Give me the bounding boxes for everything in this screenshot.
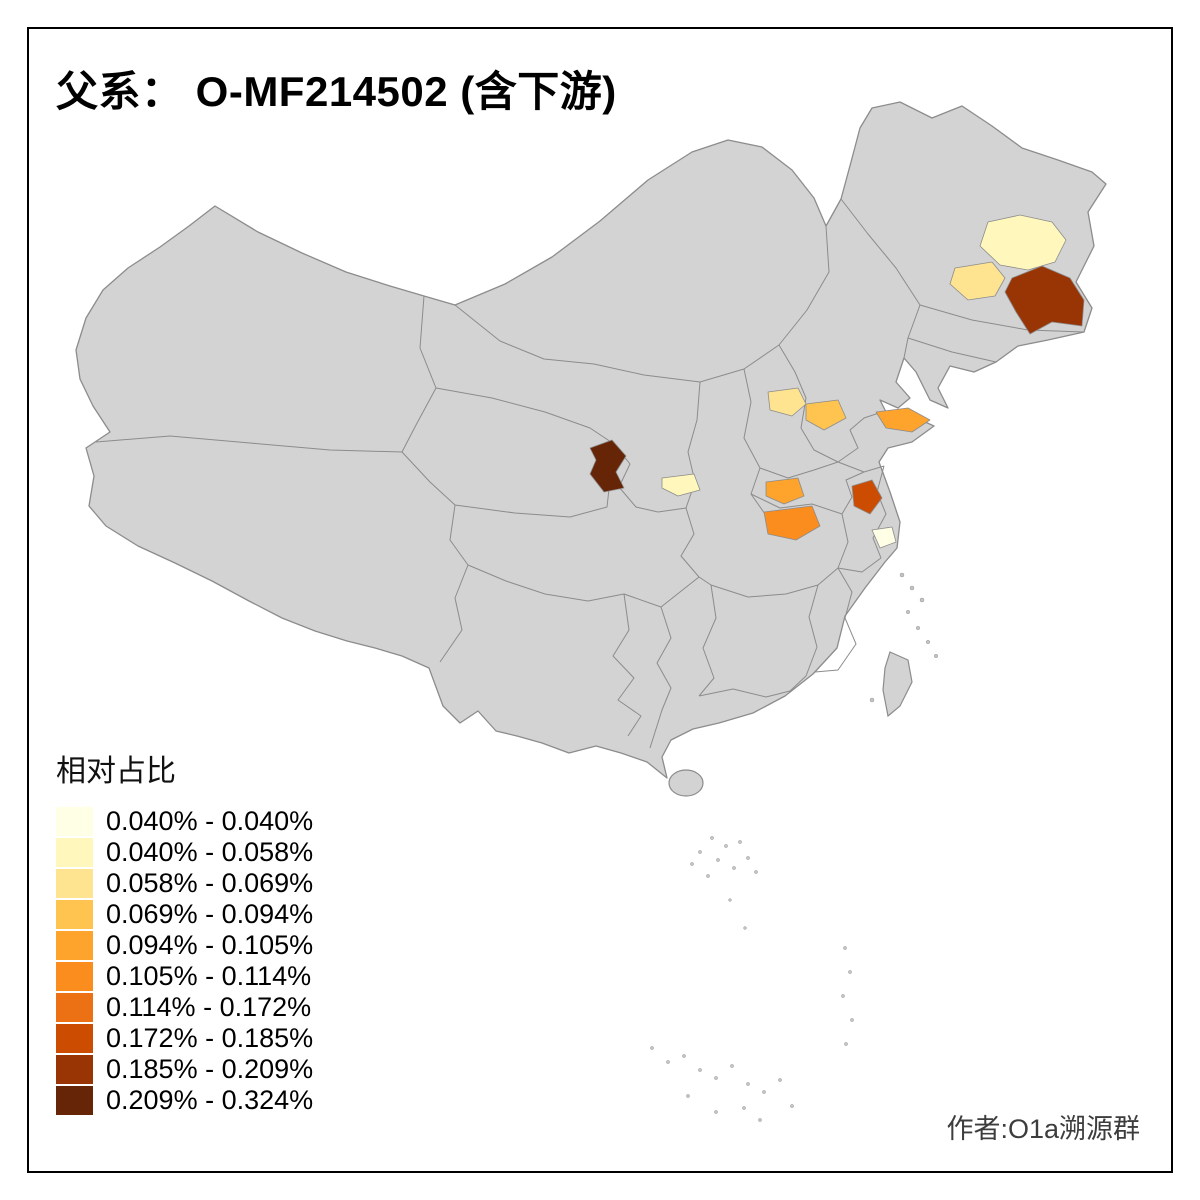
legend-label: 0.094% - 0.105% [106,930,314,960]
highlighted-regions [589,214,1085,549]
legend-item: 0.040% - 0.058% [56,837,313,868]
legend-items: 0.040% - 0.040% 0.040% - 0.058% 0.058% - 0… [56,806,313,1116]
highlighted-region [871,526,897,549]
legend-item: 0.172% - 0.185% [56,1023,313,1054]
legend-item: 0.040% - 0.040% [56,806,313,837]
legend-item: 0.094% - 0.105% [56,930,313,961]
legend-label: 0.105% - 0.114% [106,961,312,991]
highlighted-region [589,439,627,493]
legend-label: 0.172% - 0.185% [106,1023,314,1053]
legend-swatch [56,962,93,991]
legend-title: 相对占比 [56,755,176,788]
highlighted-region [661,473,701,497]
legend: 相对占比 0.040% - 0.040% 0.040% - 0.058% 0.058… [56,746,313,1116]
legend-label: 0.069% - 0.094% [106,899,314,929]
legend-item: 0.114% - 0.172% [56,992,313,1023]
legend-item: 0.185% - 0.209% [56,1054,313,1085]
legend-swatch [56,807,93,836]
legend-label: 0.040% - 0.040% [106,806,314,836]
highlighted-region [851,479,883,515]
highlighted-region [949,261,1006,301]
page-title: 父系： O-MF214502 (含下游) [56,68,617,115]
taiwan-island [882,651,913,718]
highlighted-region [763,505,821,541]
south-china-sea-islands [650,572,939,1122]
legend-swatch [56,931,93,960]
highlighted-region [1004,265,1085,335]
legend-swatch [56,838,93,867]
legend-item: 0.058% - 0.069% [56,868,313,899]
legend-label: 0.114% - 0.172% [106,992,312,1022]
highlighted-region [765,477,805,505]
legend-swatch [56,900,93,929]
legend-swatch [56,869,93,898]
legend-item: 0.069% - 0.094% [56,899,313,930]
legend-label: 0.185% - 0.209% [106,1054,314,1084]
legend-label: 0.209% - 0.324% [106,1085,314,1115]
legend-swatch [56,1055,93,1084]
highlighted-region [805,399,847,431]
credit: 作者:O1a溯源群 [946,1114,1140,1144]
highlighted-region [875,407,931,433]
mainland-china-shape [75,101,1107,779]
legend-item: 0.105% - 0.114% [56,961,313,992]
hainan-island [668,769,704,797]
legend-label: 0.040% - 0.058% [106,837,314,867]
legend-item: 0.209% - 0.324% [56,1085,313,1116]
legend-swatch [56,993,93,1022]
highlighted-region [979,214,1067,271]
province-borders [95,198,1085,749]
legend-label: 0.058% - 0.069% [106,868,314,898]
legend-swatch [56,1086,93,1115]
highlighted-region [767,387,807,417]
legend-swatch [56,1024,93,1053]
